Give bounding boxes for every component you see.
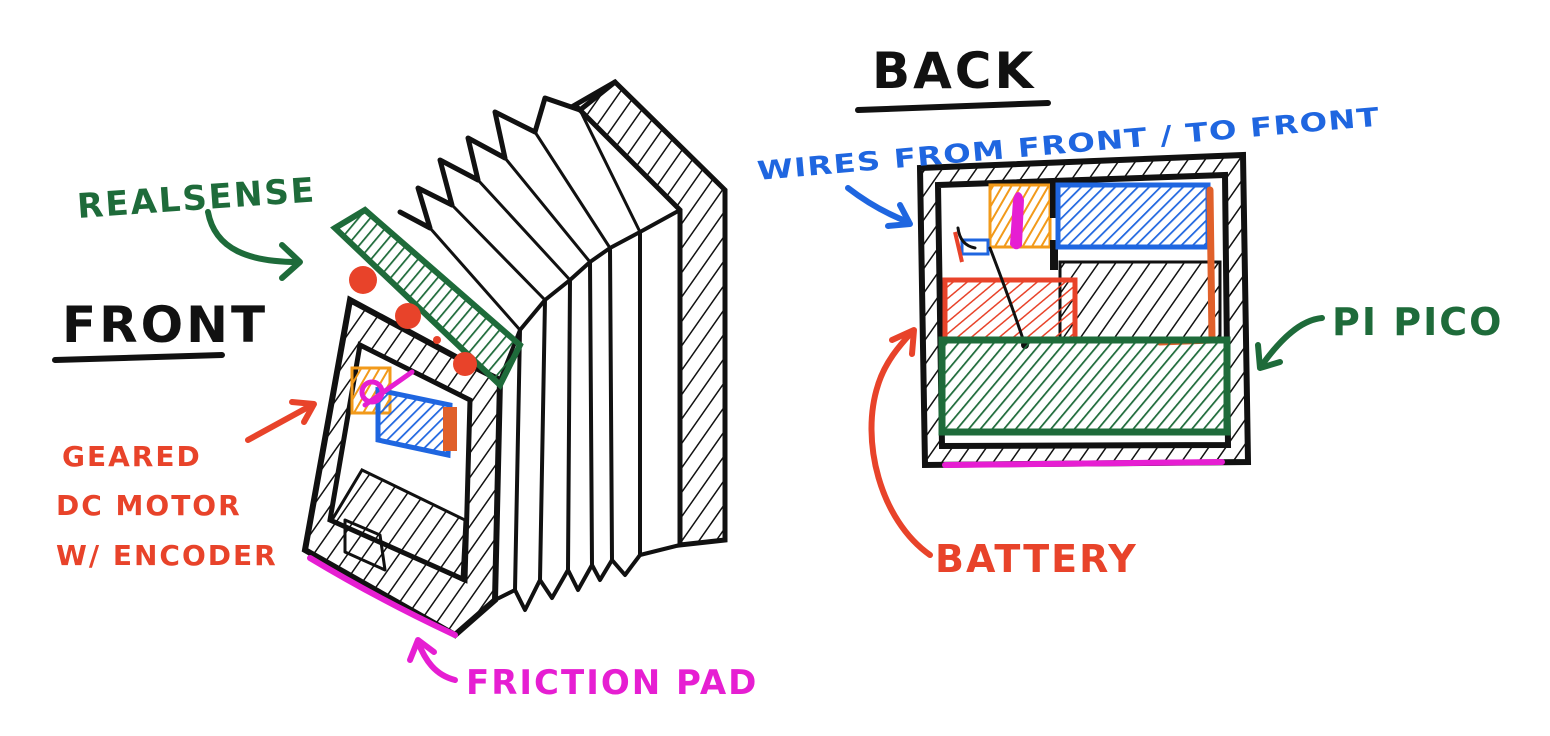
wires-arrow-head: [885, 202, 913, 229]
back-pi-pico-board: [938, 336, 1231, 436]
friction-pad-arrow-head: [407, 637, 437, 663]
back-box-drawing: [916, 151, 1252, 469]
front-face-slot: [343, 518, 387, 572]
front-robot-drawing: [301, 78, 728, 639]
realsense-lens-1: [349, 266, 377, 294]
realsense-lens-2: [395, 303, 421, 329]
front-friction-pad: [307, 555, 458, 638]
motor-label-line2: DC MOTOR: [56, 489, 242, 522]
motor-blue-body: [375, 386, 453, 459]
bellows-folds-front: [498, 208, 682, 382]
motor-end-cap: [443, 407, 457, 451]
motor-arrow: [245, 402, 315, 443]
front-heading: FRONT: [62, 296, 268, 354]
front-heading-underline: [52, 352, 225, 363]
realsense-label: REALSENSE: [76, 170, 317, 227]
motor-encoder-magenta: [359, 369, 415, 408]
motor-label-line1: GEARED: [62, 440, 202, 473]
bellows-top-creases: [428, 108, 642, 332]
back-magenta-encoder: [1009, 192, 1025, 250]
battery-arrow-head: [889, 327, 917, 357]
back-post-2: [1050, 240, 1058, 270]
motor-label-line3: W/ ENCODER: [56, 539, 278, 572]
wires-arrow: [845, 185, 911, 225]
realsense-dot: [433, 336, 441, 344]
back-red-wire: [953, 231, 964, 263]
realsense-lens-3: [453, 352, 477, 376]
realsense-camera-bar: [330, 206, 524, 390]
friction-pad-label: FRICTION PAD: [466, 663, 758, 703]
bellows-rear-frame: [570, 78, 728, 548]
bellows-vertical-folds: [493, 208, 682, 602]
battery-label: BATTERY: [935, 537, 1138, 581]
back-heading-underline: [855, 100, 1051, 113]
back-heading: BACK: [872, 42, 1036, 100]
back-blue-motor: [1055, 182, 1211, 250]
battery-arrow: [868, 329, 933, 558]
pi-pico-arrow-head: [1255, 342, 1283, 371]
back-box-mid-hatch: [1058, 260, 1222, 344]
motor-arrow-head: [289, 399, 317, 425]
back-post-1: [1050, 180, 1058, 218]
friction-pad-arrow: [415, 639, 458, 683]
realsense-arrow: [205, 209, 301, 265]
pi-pico-label: PI PICO: [1332, 300, 1503, 344]
back-battery: [942, 277, 1078, 343]
pi-pico-arrow: [1259, 315, 1325, 368]
bellows-folds-bottom: [493, 543, 682, 612]
front-face-inner-hatch: [329, 468, 467, 583]
back-connector-wire: [956, 226, 977, 250]
bellows-folds-top: [397, 79, 618, 231]
back-friction-pad: [942, 459, 1225, 468]
realsense-arrow-head: [279, 242, 303, 281]
back-battery-wire: [988, 246, 1027, 347]
